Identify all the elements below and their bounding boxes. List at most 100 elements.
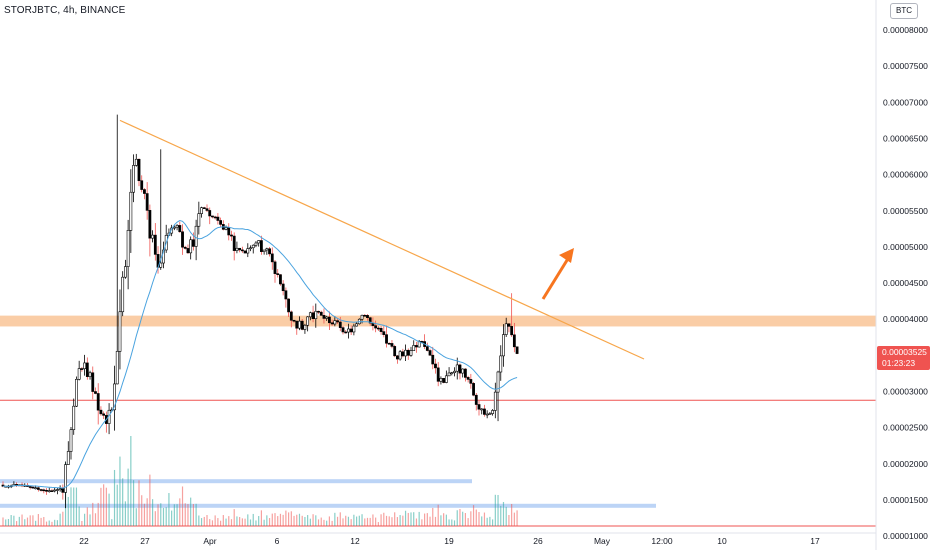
candle (259, 235, 263, 255)
candle-body (355, 323, 359, 327)
volume-bar (271, 513, 273, 526)
candle-body (363, 314, 367, 317)
volume-bar (220, 520, 222, 526)
candle (254, 241, 258, 248)
volume-bar (277, 516, 279, 526)
volume-bar (214, 515, 216, 526)
candle-body (91, 372, 95, 392)
volume-bar (440, 515, 442, 526)
volume-bar (187, 504, 189, 526)
candle (175, 224, 179, 231)
candle (276, 269, 280, 278)
volume-bar (464, 513, 466, 526)
volume-bar (92, 502, 94, 526)
candle (347, 323, 350, 339)
candle-body (317, 310, 320, 313)
candle-body (336, 320, 339, 323)
candle-body (172, 226, 176, 229)
candle (232, 232, 236, 261)
candle-body (311, 312, 315, 320)
candle (208, 207, 212, 225)
time-tick-label: May (594, 536, 611, 546)
candle-body (510, 326, 514, 336)
candle-body (398, 351, 402, 360)
candle-body (211, 215, 214, 218)
volume-zone-lower (0, 503, 656, 508)
volume-bar (448, 519, 450, 526)
candle (480, 408, 484, 415)
breakout-arrow-head (559, 248, 574, 263)
volume-bar (141, 495, 143, 526)
volume-bar (130, 436, 132, 526)
candle (96, 383, 100, 425)
volume-layer (2, 436, 518, 526)
volume-bar (45, 521, 48, 526)
volume-bar (157, 504, 159, 526)
candle-body (333, 320, 337, 325)
candle-body (401, 351, 405, 357)
candle (211, 215, 214, 219)
volume-bar (494, 494, 496, 526)
candle (61, 484, 65, 500)
candle (502, 324, 505, 367)
volume-bar (396, 517, 398, 526)
candle (466, 375, 470, 383)
candle-body (425, 346, 429, 351)
candle (85, 357, 89, 380)
candle (379, 326, 383, 335)
candle (219, 217, 223, 228)
moving-average-line (3, 219, 518, 489)
candle (240, 246, 244, 253)
volume-bar (35, 520, 37, 526)
candle (374, 320, 378, 333)
volume-bar (358, 515, 360, 526)
candle-body (72, 405, 76, 430)
candle (118, 289, 122, 370)
volume-bar (122, 478, 124, 526)
candle (115, 114, 119, 385)
volume-bar (497, 494, 499, 526)
candle-body (134, 158, 138, 166)
volume-bar (132, 480, 135, 526)
candle (107, 403, 111, 435)
candle-body (143, 189, 146, 194)
candle-body (238, 247, 242, 251)
candle-body (230, 234, 233, 237)
candle (189, 236, 193, 260)
candle-body (186, 248, 190, 254)
candle-body (287, 298, 291, 313)
candle (55, 487, 59, 495)
volume-bar (152, 499, 154, 526)
price-tick-label: 0.00001500 (883, 495, 928, 505)
volume-bar (293, 515, 295, 526)
candle (336, 318, 339, 325)
candle (395, 355, 399, 364)
currency-badge[interactable]: BTC (890, 3, 918, 19)
candle (341, 325, 345, 335)
volume-bar (70, 487, 72, 526)
candle (178, 221, 182, 233)
volume-bar (334, 512, 336, 526)
candle-body (115, 351, 119, 385)
candle-body (216, 216, 220, 221)
candle (382, 326, 386, 338)
volume-bar (179, 498, 181, 526)
candle (64, 461, 67, 509)
volume-bar (203, 516, 205, 526)
volume-bar (206, 515, 208, 526)
volume-bar (502, 501, 505, 526)
volume-bar (372, 514, 374, 526)
candle-body (406, 349, 410, 356)
volume-bar (2, 517, 4, 526)
volume-bar (190, 497, 192, 526)
candle (436, 362, 440, 387)
symbol-title[interactable]: STORJBTC, 4h, BINANCE (4, 5, 126, 16)
candle-body (175, 225, 179, 228)
time-tick-label: 12:00 (651, 536, 673, 546)
candle-body (436, 367, 440, 382)
volume-bar (62, 511, 64, 526)
candle-body (496, 371, 500, 393)
